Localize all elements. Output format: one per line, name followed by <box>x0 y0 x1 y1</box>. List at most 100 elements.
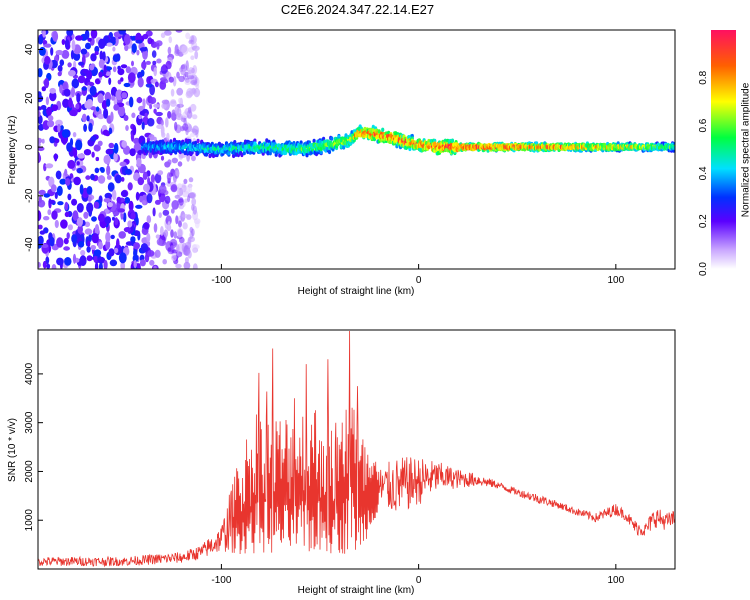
spectrogram-noise-cell <box>42 30 46 38</box>
spectrogram-noise-cell <box>162 79 169 84</box>
spectrogram-noise-cell <box>160 226 164 236</box>
spectrogram-noise-cell <box>161 132 166 138</box>
spectrogram-noise-cell <box>57 65 63 72</box>
spectrogram-noise-cell <box>174 106 180 116</box>
snr-plot-frame <box>37 329 676 570</box>
spectrogram-noise-cell <box>114 217 119 226</box>
spectrogram-noise-cell <box>170 184 178 193</box>
spectrogram-noise-cell <box>178 75 185 83</box>
spectrogram-noise-cell <box>72 132 77 138</box>
spectrogram-noise-cell <box>59 84 63 94</box>
spectrogram-noise-cell <box>81 113 87 123</box>
spectrogram-noise-cell <box>94 45 100 53</box>
spectrogram-noise-cell <box>47 120 55 128</box>
spectrogram-noise-cell <box>94 167 100 174</box>
spectrogram-noise-cell <box>142 200 147 206</box>
spectrogram-noise-cell <box>144 112 148 119</box>
spectrogram-noise-cell <box>114 247 119 254</box>
spectrogram-noise-cell <box>54 219 59 229</box>
spectrogram-noise-cell <box>167 159 172 166</box>
spectrogram-noise-cell <box>46 106 53 116</box>
spectrogram-noise-cell <box>150 174 155 184</box>
spectrogram-noise-cell <box>116 196 122 204</box>
spectrogram-noise-cell <box>38 189 46 196</box>
spectrogram-noise-cell <box>87 240 91 247</box>
spectrogram-noise-cell <box>182 213 189 219</box>
spectrogram-y-tick-label: 0 <box>24 144 35 150</box>
spectrogram-noise-cell <box>52 30 59 42</box>
spectrogram-noise-cell <box>175 170 180 177</box>
spectrogram-noise-cell <box>87 37 92 42</box>
spectrogram-noise-cell <box>66 30 74 37</box>
spectrogram-noise-cell <box>89 85 97 96</box>
spectrogram-noise-cell <box>140 243 148 252</box>
spectrogram-noise-cell <box>83 211 89 219</box>
spectrogram-noise-cell <box>45 163 54 169</box>
spectrogram-noise-cell <box>63 88 71 97</box>
spectrogram-noise-cell <box>162 64 167 71</box>
spectrogram-noise-cell <box>120 64 128 69</box>
spectrogram-noise-cell <box>76 161 80 166</box>
spectrogram-noise-cell <box>171 200 179 210</box>
spectrogram-noise-cell <box>169 100 177 107</box>
spectrogram-noise-cell <box>115 89 123 101</box>
spectrogram-noise-cell <box>43 78 50 89</box>
spectrogram-noise-cell <box>78 241 85 248</box>
spectrogram-noise-cell <box>45 256 50 265</box>
spectrogram-noise-cell <box>80 48 88 55</box>
spectrogram-noise-cell <box>152 60 157 65</box>
spectrogram-noise-cell <box>114 174 122 184</box>
spectrogram-ridge-cell <box>169 139 173 144</box>
spectrogram-noise-cell <box>95 156 100 162</box>
spectrogram-noise-cell <box>90 30 98 39</box>
spectrogram-noise-cell <box>118 252 127 264</box>
spectrogram-noise-cell <box>123 82 131 88</box>
spectrogram-ridge-cell <box>232 153 236 159</box>
spectrogram-noise-cell <box>59 178 67 185</box>
spectrogram-noise-cell <box>104 91 112 103</box>
spectrogram-noise-cell <box>127 220 133 228</box>
spectrogram-noise-cell <box>135 216 139 226</box>
spectrogram-y-tick-label: -20 <box>24 188 35 203</box>
spectrogram-noise-cell <box>55 119 63 127</box>
spectrogram-noise-cell <box>191 197 197 206</box>
spectrogram-noise-cell <box>167 46 172 55</box>
spectrogram-noise-cell <box>148 150 153 159</box>
spectrogram-noise-cell <box>44 43 52 48</box>
spectrogram-noise-cell <box>120 177 125 182</box>
spectrogram-ridge-cell <box>305 153 309 158</box>
spectrogram-noise-cell <box>142 33 149 40</box>
spectrogram-noise-cell <box>165 60 172 70</box>
spectrogram-noise-cell <box>129 96 134 108</box>
spectrogram-noise-cell <box>188 106 192 114</box>
spectrogram-noise-cell <box>38 210 42 222</box>
spectrogram-noise-cell <box>86 186 93 195</box>
spectrogram-noise-cell <box>43 216 50 221</box>
spectrogram-noise-cell <box>190 80 198 86</box>
spectrogram-noise-cell <box>190 103 197 112</box>
spectrogram-noise-cell <box>87 84 91 92</box>
spectrogram-noise-cell <box>73 51 81 61</box>
spectrogram-noise-cell <box>51 210 58 220</box>
spectrogram-noise-cell <box>44 55 51 65</box>
spectrogram-ridge-cell <box>450 138 455 143</box>
spectrogram-noise-cell <box>142 48 148 60</box>
spectrogram-noise-cell <box>105 239 111 250</box>
spectrogram-ridge-cell <box>377 129 381 134</box>
spectrogram-noise-cell <box>145 83 153 88</box>
spectrogram-noise-cell <box>158 212 162 219</box>
spectrogram-noise-cell <box>87 99 93 108</box>
spectrogram-noise-cell <box>38 106 43 111</box>
spectrogram-noise-cell <box>112 189 117 201</box>
snr-x-tick-label: 0 <box>416 575 422 586</box>
spectrogram-noise-cell <box>65 178 71 186</box>
spectrogram-noise-cell <box>106 165 111 176</box>
spectrogram-noise-cell <box>145 60 151 65</box>
spectrogram-noise-cell <box>136 49 140 56</box>
spectrogram-noise-cell <box>76 217 83 227</box>
spectrogram-noise-cell <box>133 137 141 145</box>
spectrogram-noise-cell <box>136 97 143 104</box>
spectrogram-noise-cell <box>188 184 193 194</box>
spectrogram-noise-cell <box>90 106 97 111</box>
spectrogram-noise-cell <box>98 71 103 78</box>
